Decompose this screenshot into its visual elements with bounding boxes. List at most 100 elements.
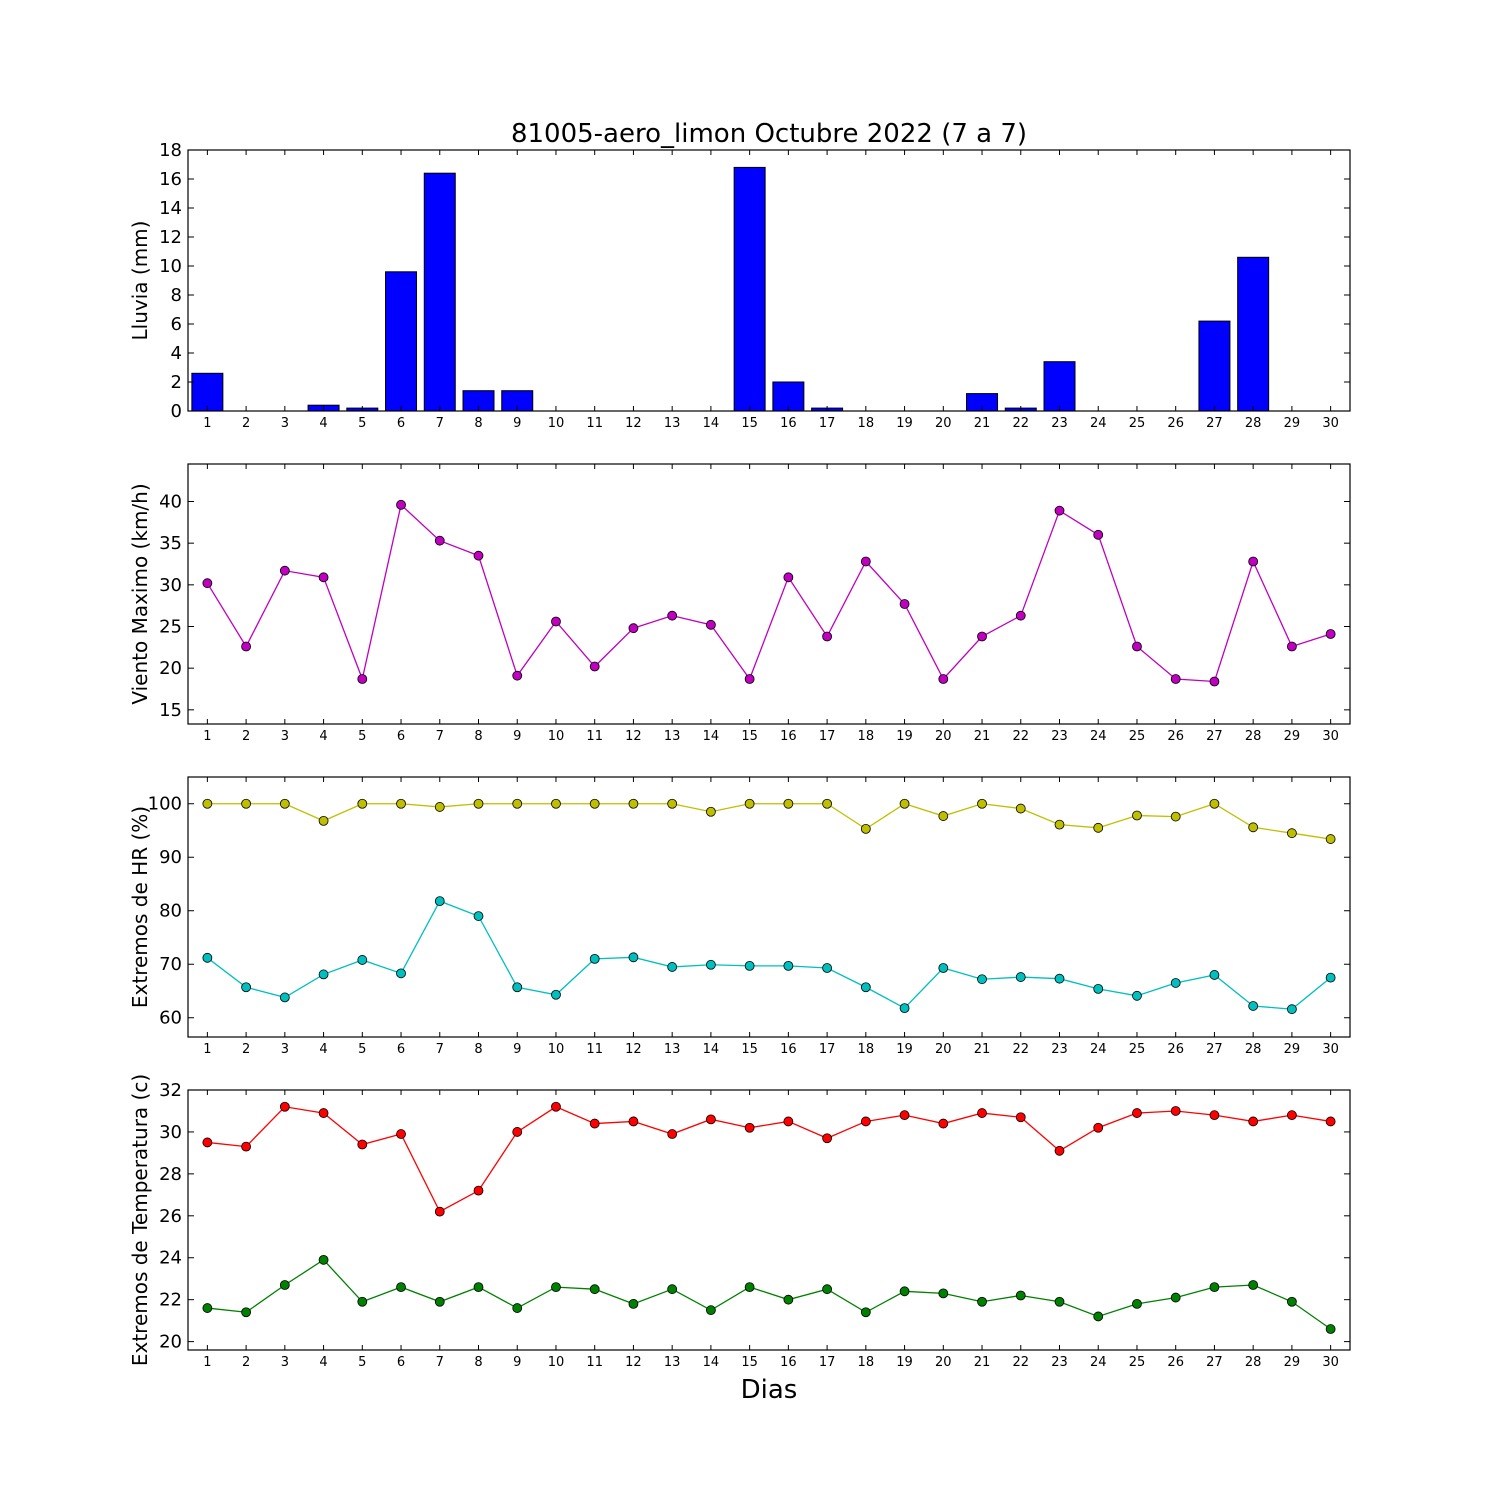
humidity-series-2-point-day-14 — [706, 959, 716, 970]
humidity-series-2-point-day-11 — [589, 953, 600, 964]
temperature-series-1-line — [207, 1106, 1331, 1213]
humidity-series-2-point-day-4 — [318, 969, 329, 980]
humidity-xtick-label-21: 21 — [974, 1042, 991, 1057]
wind-series-1-point-day-23 — [1054, 505, 1065, 516]
temperature-xtick-label-3: 3 — [281, 1355, 289, 1370]
temperature-series-2-point-day-22 — [1015, 1290, 1026, 1301]
temperature-xtick-label-27: 27 — [1206, 1355, 1223, 1370]
rain-bar-day-6 — [385, 271, 418, 412]
temperature-y-axis-title: Extremos de Temperatura (c) — [128, 1074, 152, 1366]
rain-xtick-label-9: 9 — [513, 416, 521, 431]
humidity-panel: 1 2 3 4 5 6 7 8 9 10 11 12 13 14 15 16 17 18 19 20 21 22 23 24 2… — [128, 776, 1351, 1057]
humidity-series-2-point-day-2 — [241, 982, 252, 993]
rain-xtick-label-7: 7 — [436, 416, 444, 431]
wind-xtick-label-1: 1 — [203, 729, 211, 744]
humidity-xtick-label-20: 20 — [935, 1042, 952, 1057]
humidity-series-1-point-day-20 — [938, 811, 949, 821]
temperature-series-1-point-day-16 — [783, 1116, 794, 1127]
rain-xtick-label-4: 4 — [319, 416, 327, 431]
temperature-series-2-point-day-15 — [744, 1282, 755, 1292]
wind-series-1-point-day-20 — [938, 674, 949, 684]
wind-series-1-point-day-3 — [279, 565, 290, 576]
wind-xtick-label-20: 20 — [935, 729, 952, 744]
humidity-ytick-label-90: 90 — [159, 847, 182, 868]
temperature-series-1-point-day-30 — [1325, 1116, 1336, 1127]
temperature-series-1-point-day-2 — [241, 1141, 252, 1152]
rain-xtick-label-24: 24 — [1090, 416, 1107, 431]
temperature-xtick-label-22: 22 — [1012, 1355, 1029, 1370]
humidity-series-1-point-day-18 — [860, 823, 871, 834]
humidity-series-1-point-day-3 — [279, 798, 290, 809]
temperature-series-1-point-day-14 — [706, 1114, 716, 1125]
wind-series-1-point-day-2 — [241, 641, 252, 652]
wind-xtick-label-14: 14 — [703, 729, 720, 744]
humidity-series-2-point-day-25 — [1132, 990, 1142, 1001]
humidity-xtick-label-4: 4 — [319, 1042, 327, 1057]
humidity-series-1-point-day-17 — [822, 798, 832, 809]
wind-series-1-point-day-10 — [551, 616, 561, 627]
temperature-series-1-point-day-21 — [977, 1108, 987, 1118]
rain-xtick-label-10: 10 — [548, 416, 565, 431]
wind-series-1-point-day-22 — [1015, 610, 1026, 621]
temperature-series-2-point-day-9 — [512, 1303, 523, 1313]
humidity-series-1-point-day-24 — [1093, 822, 1104, 833]
rain-xtick-label-12: 12 — [625, 416, 642, 431]
humidity-series-1-point-day-5 — [357, 798, 368, 809]
humidity-series-2-point-day-16 — [783, 960, 794, 971]
wind-xtick-label-4: 4 — [319, 729, 327, 744]
rain-axes-frame — [187, 149, 1351, 412]
wind-series-1-point-day-15 — [744, 674, 755, 684]
rain-xtick-label-5: 5 — [358, 416, 366, 431]
wind-series-1-point-day-19 — [899, 599, 910, 609]
humidity-series-2-point-day-9 — [512, 982, 523, 993]
humidity-series-1-point-day-13 — [667, 798, 678, 809]
rain-xtick-label-30: 30 — [1322, 416, 1339, 431]
temperature-series-2-point-day-19 — [899, 1286, 910, 1297]
wind-series-1-point-day-4 — [318, 572, 329, 583]
temperature-series-1-point-day-29 — [1287, 1110, 1297, 1121]
temperature-series-2-point-day-1 — [202, 1303, 213, 1313]
wind-xtick-label-16: 16 — [780, 729, 797, 744]
wind-xtick-label-18: 18 — [858, 729, 875, 744]
wind-xtick-label-9: 9 — [513, 729, 521, 744]
humidity-series-2-point-day-27 — [1209, 970, 1220, 980]
humidity-series-1-point-day-4 — [318, 815, 329, 826]
wind-ytick-label-35: 35 — [159, 533, 182, 554]
wind-series-1-point-day-29 — [1287, 641, 1297, 652]
rain-bar-day-15 — [733, 166, 766, 412]
wind-xtick-label-12: 12 — [625, 729, 642, 744]
temperature-xtick-label-2: 2 — [242, 1355, 250, 1370]
temperature-series-1-point-day-17 — [822, 1133, 832, 1144]
humidity-series-2-point-day-17 — [822, 963, 832, 973]
wind-series-1-point-day-26 — [1170, 674, 1181, 684]
wind-series-1-point-day-6 — [396, 499, 406, 510]
temperature-series-1-point-day-27 — [1209, 1110, 1220, 1121]
wind-xtick-label-22: 22 — [1012, 729, 1029, 744]
temperature-series-2-point-day-20 — [938, 1288, 949, 1299]
wind-xtick-label-3: 3 — [281, 729, 289, 744]
temperature-series-2-line — [207, 1258, 1332, 1330]
rain-xtick-label-28: 28 — [1245, 416, 1262, 431]
temperature-xtick-label-17: 17 — [819, 1355, 836, 1370]
temperature-series-2-point-day-11 — [589, 1284, 600, 1295]
humidity-xtick-label-3: 3 — [281, 1042, 289, 1057]
wind-series-1-point-day-28 — [1248, 556, 1259, 567]
wind-ytick-label-30: 30 — [159, 575, 182, 596]
humidity-xtick-label-23: 23 — [1051, 1042, 1068, 1057]
temperature-xtick-label-16: 16 — [780, 1355, 797, 1370]
temperature-xtick-label-5: 5 — [358, 1355, 366, 1370]
temperature-series-1-point-day-11 — [589, 1118, 600, 1129]
humidity-xtick-label-6: 6 — [397, 1042, 405, 1057]
rain-ytick-label-14: 14 — [159, 198, 182, 219]
wind-series-1-point-day-13 — [667, 610, 678, 621]
humidity-xtick-label-24: 24 — [1090, 1042, 1107, 1057]
wind-series-1-point-day-8 — [473, 550, 484, 561]
humidity-series-1-point-day-27 — [1209, 798, 1220, 809]
rain-ytick-label-4: 4 — [171, 343, 182, 364]
humidity-series-2-point-day-26 — [1170, 978, 1181, 988]
temperature-series-1-point-day-26 — [1170, 1106, 1181, 1116]
humidity-y-axis-title: Extremos de HR (%) — [128, 806, 152, 1008]
humidity-series-2-point-day-1 — [202, 952, 213, 963]
humidity-series-1-point-day-30 — [1325, 834, 1336, 844]
